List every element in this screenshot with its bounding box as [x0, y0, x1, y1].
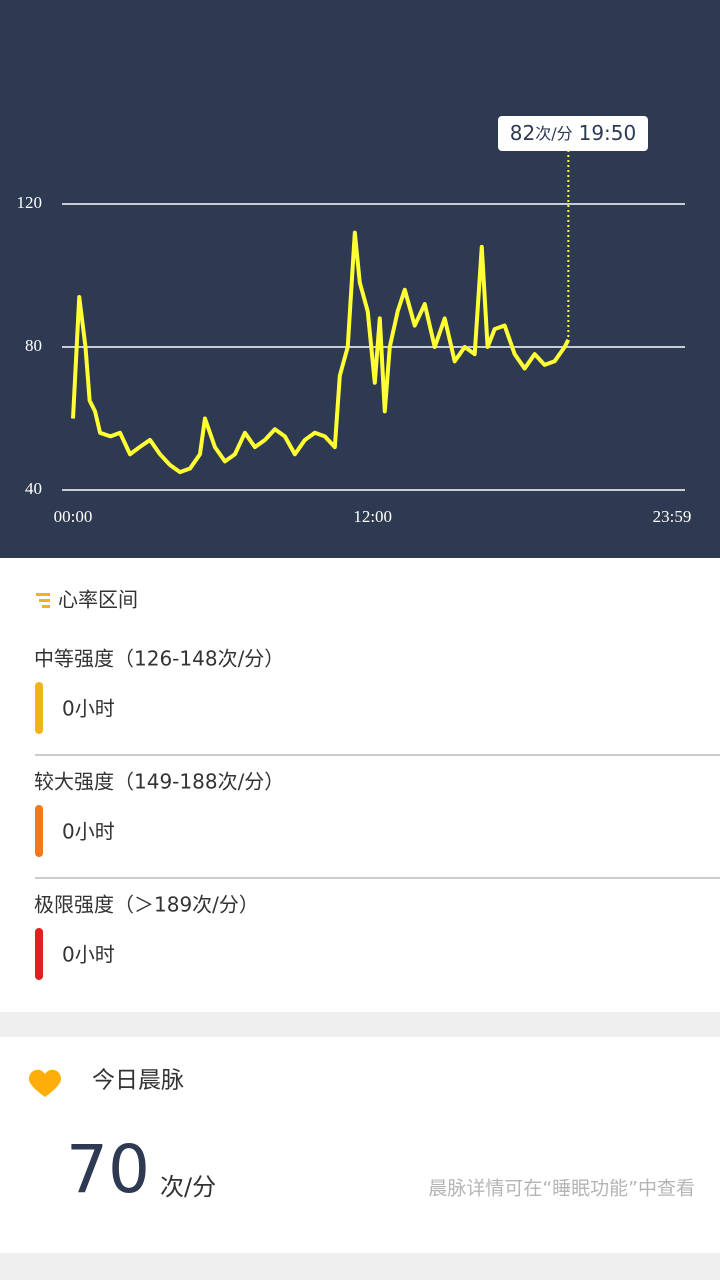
pulse-panel [0, 1037, 720, 1253]
y-tick-label: 120 [17, 193, 43, 212]
zone-bar [35, 928, 43, 980]
x-tick-label: 00:00 [54, 507, 93, 526]
zone-name: 极限强度（＞189次/分） [34, 893, 259, 917]
zone-value: 0小时 [62, 820, 115, 844]
zones-title: 心率区间 [58, 588, 138, 612]
zones-panel [0, 558, 720, 1012]
pulse-note: 晨脉详情可在“睡眠功能”中查看 [428, 1178, 695, 1200]
x-tick-label: 23:59 [653, 507, 692, 526]
heart-rate-line [71, 230, 571, 475]
zone-name: 中等强度（126-148次/分） [34, 647, 284, 671]
tooltip-box [498, 116, 648, 151]
zone-value: 0小时 [62, 697, 115, 721]
zone-bar [35, 682, 43, 734]
pulse-value: 70 [66, 1131, 150, 1208]
tooltip-text: 82次/分 19:50 [510, 121, 637, 145]
zone-value: 0小时 [62, 943, 115, 967]
y-tick-label: 40 [25, 479, 42, 498]
y-tick-label: 80 [25, 336, 42, 355]
pulse-unit: 次/分 [160, 1173, 216, 1201]
heart-icon [28, 1069, 62, 1097]
tooltip-time: 19:50 [579, 121, 637, 145]
zones-icon [36, 593, 50, 608]
x-tick-label: 12:00 [353, 507, 392, 526]
tooltip-unit: 次/分 [535, 124, 572, 143]
zone-name: 较大强度（149-188次/分） [34, 770, 284, 794]
pulse-title: 今日晨脉 [92, 1068, 184, 1094]
tooltip-value: 82 [510, 121, 535, 145]
zone-bar [35, 805, 43, 857]
